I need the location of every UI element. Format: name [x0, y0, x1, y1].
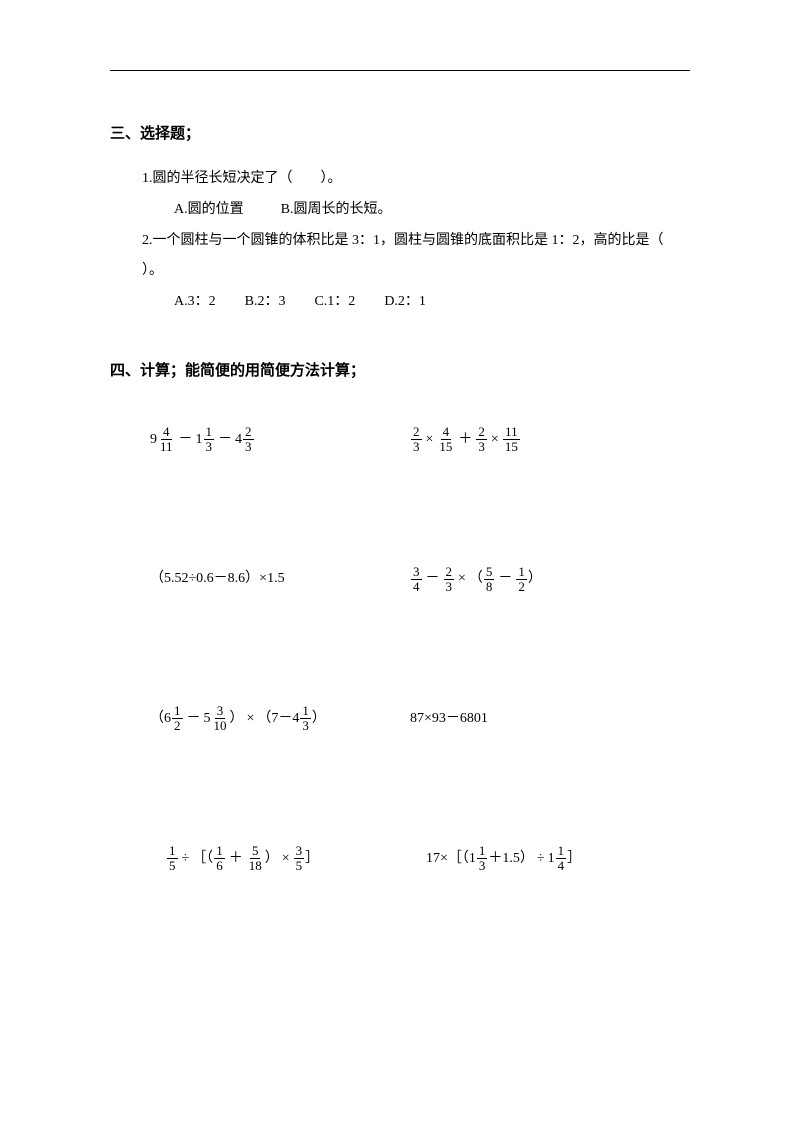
mixed-number: 612 [164, 704, 184, 734]
calc-right: 34－23×（58－12） [410, 565, 690, 595]
fraction: 23 [476, 425, 487, 455]
mixed-number: 5310 [204, 704, 230, 734]
expr-text: ］ [567, 852, 581, 866]
q1-options: A.圆的位置 B.圆周长的长短。 [110, 195, 690, 226]
q1-optA: A.圆的位置 [174, 202, 244, 217]
fraction: 518 [247, 844, 264, 874]
q2-text-a: 2.一个圆柱与一个圆锥的体积比是 3：1，圆柱与圆锥的底面积比是 1：2，高的比… [110, 226, 690, 257]
fraction: 35 [294, 844, 305, 874]
mixed-number: 114 [548, 844, 568, 874]
q2-optC: C.1：2 [314, 294, 355, 309]
expr-text: 87×93－6801 [410, 712, 488, 726]
fraction: 15 [167, 844, 178, 874]
fraction: 23 [411, 425, 422, 455]
expr-text: ） [230, 712, 244, 726]
calc-row: 9411－113－42323×415＋23×1115 [110, 425, 690, 455]
calc-left: （5.52÷0.6－8.6）×1.5 [150, 565, 410, 595]
q2-optA: A.3：2 [174, 294, 216, 309]
operator: ÷ [182, 852, 190, 866]
operator: － [218, 433, 232, 447]
mixed-number: 9411 [150, 425, 176, 455]
q2-optD: D.2：1 [384, 294, 426, 309]
fraction: 34 [411, 565, 422, 595]
calc-right: 23×415＋23×1115 [410, 425, 690, 455]
expr-text: （ [469, 572, 483, 586]
expr-text: ［（ [192, 852, 213, 866]
fraction: 16 [214, 844, 225, 874]
calc-left: （612－5310）×（7－413） [150, 704, 410, 734]
section4-title: 四、计算；能简便的用简便方法计算； [110, 358, 690, 385]
q1-optB: B.圆周长的长短。 [281, 202, 392, 217]
operator: × [282, 852, 290, 866]
fraction: 58 [484, 565, 495, 595]
calc-rows-container: 9411－113－42323×415＋23×1115（5.52÷0.6－8.6）… [110, 425, 690, 873]
calc-right: 17×［（113＋1.5）÷114］ [426, 844, 690, 874]
header-rule [110, 70, 690, 71]
calc-left: 15 ÷［（16 ＋ 518）× 35］ [166, 844, 426, 874]
calc-row: 15÷［（16＋518）×35］17×［（113＋1.5）÷114］ [110, 844, 690, 874]
expr-text: ］ [305, 852, 319, 866]
calc-right: 87×93－6801 [410, 704, 690, 734]
operator: × [491, 433, 499, 447]
calc-left: 9411－113－423 [150, 425, 410, 455]
q2-options: A.3：2 B.2：3 C.1：2 D.2：1 [110, 287, 690, 318]
operator: ＋ [229, 852, 243, 866]
fraction: 23 [444, 565, 455, 595]
calc-row: （5.52÷0.6－8.6）×1.534－23×（58－12） [110, 565, 690, 595]
expr-text: （ [150, 712, 164, 726]
mixed-number: 423 [235, 425, 255, 455]
operator: － [187, 712, 201, 726]
mixed-number: 413 [292, 704, 312, 734]
page-root: 三、选择题； 1.圆的半径长短决定了（ ）。 A.圆的位置 B.圆周长的长短。 … [0, 0, 800, 963]
q2-text-b: ）。 [110, 256, 690, 287]
operator: － [179, 433, 193, 447]
operator: － [498, 572, 512, 586]
operator: × [247, 712, 255, 726]
fraction: 12 [516, 565, 527, 595]
expr-text: 17×［（ [426, 852, 469, 866]
expr-text: ） [528, 572, 542, 586]
mixed-number: 113 [196, 425, 216, 455]
mixed-number: 113 [469, 844, 489, 874]
operator: ＋ [458, 433, 472, 447]
operator: － [426, 572, 440, 586]
operator: ÷ [537, 852, 545, 866]
expr-text: ） [312, 712, 326, 726]
expr-text: ＋1.5） [488, 852, 534, 866]
q2-optB: B.2：3 [245, 294, 286, 309]
expr-text: ） [265, 852, 279, 866]
expr-text: （5.52÷0.6－8.6）×1.5 [150, 572, 285, 586]
calc-row: （612－5310）×（7－413）87×93－6801 [110, 704, 690, 734]
operator: × [458, 572, 466, 586]
fraction: 415 [437, 425, 454, 455]
q1-text: 1.圆的半径长短决定了（ ）。 [110, 164, 690, 195]
expr-text: （7－ [257, 712, 292, 726]
fraction: 1115 [503, 425, 520, 455]
operator: × [426, 433, 434, 447]
section3-title: 三、选择题； [110, 121, 690, 148]
